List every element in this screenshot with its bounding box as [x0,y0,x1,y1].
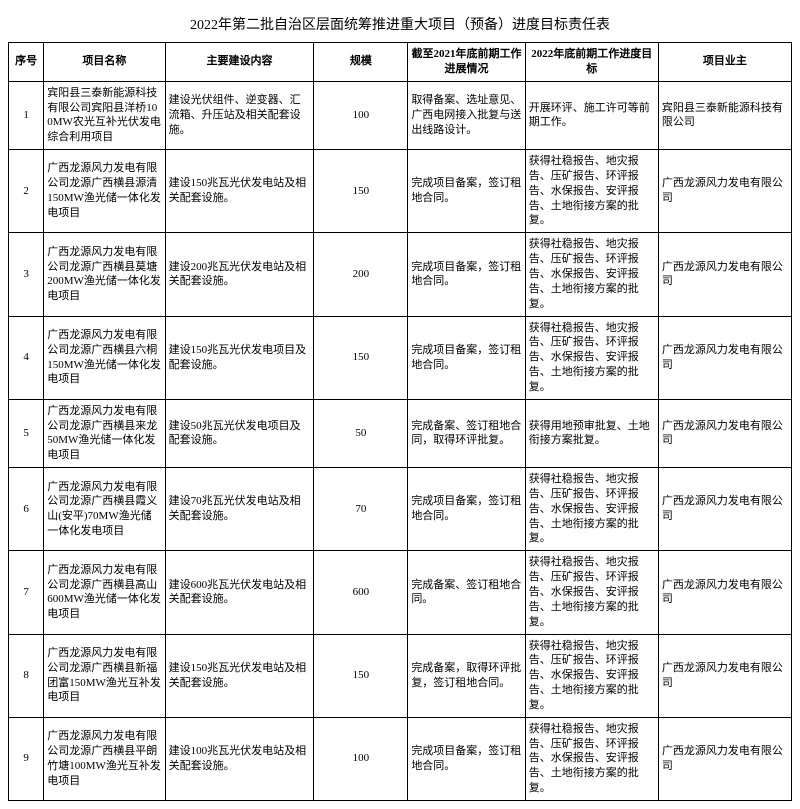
cell-scale: 150 [314,316,408,399]
cell-name: 广西龙源风力发电有限公司龙源广西横县新福团富150MW渔光互补发电项目 [44,634,165,717]
table-row: 9广西龙源风力发电有限公司龙源广西横县平朗竹塘100MW渔光互补发电项目建设10… [9,717,792,800]
cell-status: 完成项目备案，签订租地合同。 [408,316,525,399]
cell-owner: 广西龙源风力发电有限公司 [658,233,791,316]
table-row: 4广西龙源风力发电有限公司龙源广西横县六桐150MW渔光储一体化发电项目建设15… [9,316,792,399]
cell-target: 获得社稳报告、地灾报告、压矿报告、环评报告、水保报告、安评报告、土地衔接方案的批… [525,316,658,399]
cell-status: 完成项目备案，签订租地合同。 [408,717,525,800]
table-row: 5广西龙源风力发电有限公司龙源广西横县来龙50MW渔光储一体化发电项目建设50兆… [9,399,792,467]
col-header-status: 截至2021年底前期工作进展情况 [408,43,525,82]
col-header-scale: 规模 [314,43,408,82]
page-title: 2022年第二批自治区层面统筹推进重大项目（预备）进度目标责任表 [8,8,792,42]
cell-status: 完成项目备案，签订租地合同。 [408,150,525,233]
cell-seq: 3 [9,233,44,316]
cell-content: 建设200兆瓦光伏发电站及相关配套设施。 [165,233,314,316]
cell-name: 广西龙源风力发电有限公司龙源广西横县平朗竹塘100MW渔光互补发电项目 [44,717,165,800]
col-header-owner: 项目业主 [658,43,791,82]
cell-name: 广西龙源风力发电有限公司龙源广西横县莫塘200MW渔光储一体化发电项目 [44,233,165,316]
cell-owner: 广西龙源风力发电有限公司 [658,399,791,467]
cell-name: 宾阳县三泰新能源科技有限公司宾阳县洋桥100MW农光互补光伏发电综合利用项目 [44,81,165,149]
cell-status: 完成备案、签订租地合同。 [408,551,525,634]
table-row: 2广西龙源风力发电有限公司龙源广西横县源清150MW渔光储一体化发电项目建设15… [9,150,792,233]
cell-status: 完成备案、签订租地合同，取得环评批复。 [408,399,525,467]
cell-seq: 6 [9,468,44,551]
cell-seq: 2 [9,150,44,233]
col-header-name: 项目名称 [44,43,165,82]
cell-scale: 600 [314,551,408,634]
table-row: 3广西龙源风力发电有限公司龙源广西横县莫塘200MW渔光储一体化发电项目建设20… [9,233,792,316]
cell-target: 获得社稳报告、地灾报告、压矿报告、环评报告、水保报告、安评报告、土地衔接方案的批… [525,233,658,316]
col-header-content: 主要建设内容 [165,43,314,82]
cell-name: 广西龙源风力发电有限公司龙源广西横县源清150MW渔光储一体化发电项目 [44,150,165,233]
cell-owner: 广西龙源风力发电有限公司 [658,468,791,551]
cell-name: 广西龙源风力发电有限公司龙源广西横县六桐150MW渔光储一体化发电项目 [44,316,165,399]
cell-name: 广西龙源风力发电有限公司龙源广西横县高山600MW渔光储一体化发电项目 [44,551,165,634]
cell-status: 完成项目备案，签订租地合同。 [408,233,525,316]
cell-target: 开展环评、施工许可等前期工作。 [525,81,658,149]
cell-seq: 1 [9,81,44,149]
cell-name: 广西龙源风力发电有限公司龙源广西横县霞义山(安平)70MW渔光储一体化发电项目 [44,468,165,551]
cell-status: 取得备案、选址意见、广西电网接入批复与送出线路设计。 [408,81,525,149]
cell-owner: 宾阳县三泰新能源科技有限公司 [658,81,791,149]
cell-scale: 150 [314,150,408,233]
cell-status: 完成备案，取得环评批复，签订租地合同。 [408,634,525,717]
projects-table: 序号 项目名称 主要建设内容 规模 截至2021年底前期工作进展情况 2022年… [8,42,792,801]
cell-content: 建设100兆瓦光伏发电站及相关配套设施。 [165,717,314,800]
cell-status: 完成项目备案，签订租地合同。 [408,468,525,551]
cell-owner: 广西龙源风力发电有限公司 [658,150,791,233]
cell-content: 建设150兆瓦光伏发电站及相关配套设施。 [165,150,314,233]
cell-target: 获得社稳报告、地灾报告、压矿报告、环评报告、水保报告、安评报告、土地衔接方案的批… [525,551,658,634]
cell-seq: 5 [9,399,44,467]
cell-target: 获得社稳报告、地灾报告、压矿报告、环评报告、水保报告、安评报告、土地衔接方案的批… [525,717,658,800]
cell-scale: 100 [314,81,408,149]
cell-content: 建设150兆瓦光伏发电站及相关配套设施。 [165,634,314,717]
cell-content: 建设600兆瓦光伏发电站及相关配套设施。 [165,551,314,634]
cell-owner: 广西龙源风力发电有限公司 [658,634,791,717]
table-row: 7广西龙源风力发电有限公司龙源广西横县高山600MW渔光储一体化发电项目建设60… [9,551,792,634]
table-row: 6广西龙源风力发电有限公司龙源广西横县霞义山(安平)70MW渔光储一体化发电项目… [9,468,792,551]
cell-target: 获得社稳报告、地灾报告、压矿报告、环评报告、水保报告、安评报告、土地衔接方案的批… [525,150,658,233]
cell-scale: 70 [314,468,408,551]
col-header-seq: 序号 [9,43,44,82]
cell-target: 获得社稳报告、地灾报告、压矿报告、环评报告、水保报告、安评报告、土地衔接方案的批… [525,634,658,717]
table-header-row: 序号 项目名称 主要建设内容 规模 截至2021年底前期工作进展情况 2022年… [9,43,792,82]
cell-seq: 4 [9,316,44,399]
table-row: 1宾阳县三泰新能源科技有限公司宾阳县洋桥100MW农光互补光伏发电综合利用项目建… [9,81,792,149]
cell-content: 建设50兆瓦光伏发电项目及配套设施。 [165,399,314,467]
cell-seq: 9 [9,717,44,800]
cell-scale: 200 [314,233,408,316]
cell-scale: 150 [314,634,408,717]
cell-name: 广西龙源风力发电有限公司龙源广西横县来龙50MW渔光储一体化发电项目 [44,399,165,467]
cell-owner: 广西龙源风力发电有限公司 [658,316,791,399]
cell-seq: 7 [9,551,44,634]
cell-target: 获得用地预审批复、土地衔接方案批复。 [525,399,658,467]
table-row: 8广西龙源风力发电有限公司龙源广西横县新福团富150MW渔光互补发电项目建设15… [9,634,792,717]
cell-scale: 100 [314,717,408,800]
cell-content: 建设150兆瓦光伏发电项目及配套设施。 [165,316,314,399]
cell-seq: 8 [9,634,44,717]
cell-target: 获得社稳报告、地灾报告、压矿报告、环评报告、水保报告、安评报告、土地衔接方案的批… [525,468,658,551]
col-header-target: 2022年底前期工作进度目标 [525,43,658,82]
cell-owner: 广西龙源风力发电有限公司 [658,717,791,800]
cell-scale: 50 [314,399,408,467]
cell-owner: 广西龙源风力发电有限公司 [658,551,791,634]
cell-content: 建设70兆瓦光伏发电站及相关配套设施。 [165,468,314,551]
cell-content: 建设光伏组件、逆变器、汇流箱、升压站及相关配套设施。 [165,81,314,149]
